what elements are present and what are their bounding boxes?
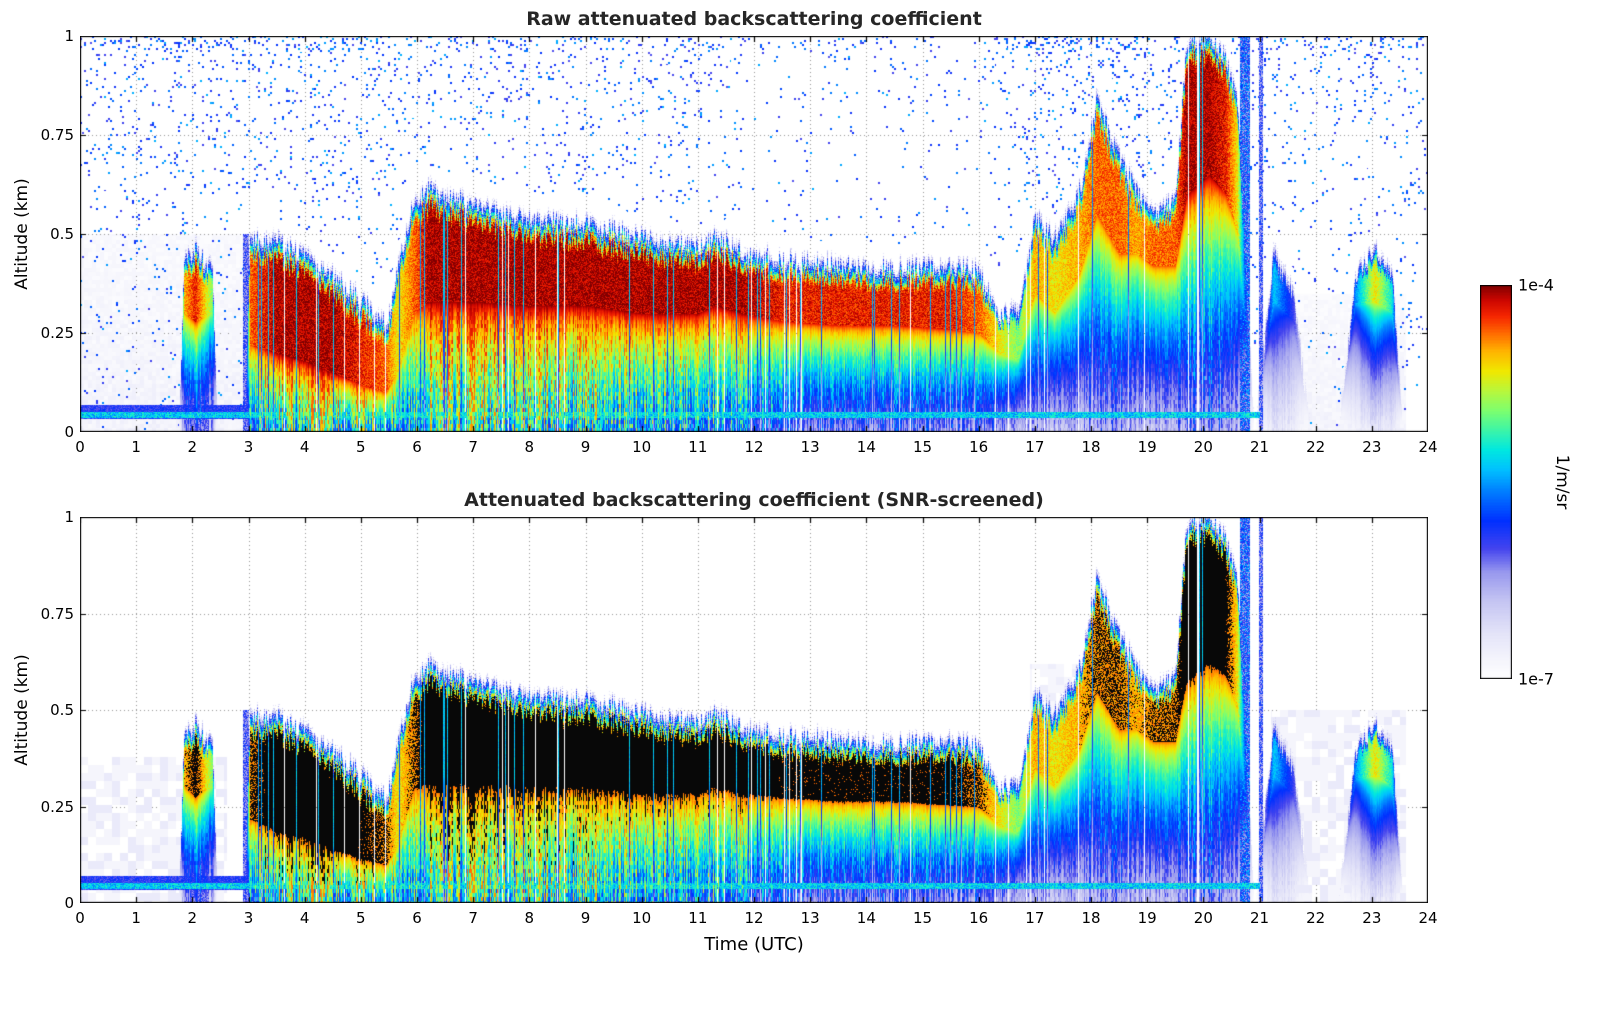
y-tick-label: 1 bbox=[64, 508, 74, 526]
y-tick-label: 0 bbox=[64, 423, 74, 441]
x-tick-label: 24 bbox=[1418, 438, 1438, 456]
y-tick-label: 0 bbox=[64, 894, 74, 912]
x-tick-label: 11 bbox=[688, 909, 708, 927]
x-tick-label: 16 bbox=[969, 909, 989, 927]
x-tick-label: 17 bbox=[1025, 909, 1045, 927]
x-tick-label: 3 bbox=[243, 909, 254, 927]
x-tick-label: 6 bbox=[412, 438, 422, 456]
y-tick-label: 0.75 bbox=[40, 126, 74, 144]
x-tick-label: 17 bbox=[1025, 438, 1045, 456]
y-tick-label: 0.75 bbox=[40, 604, 74, 623]
chart2-title: Attenuated backscattering coefficient (S… bbox=[464, 489, 1044, 511]
x-tick-label: 13 bbox=[800, 438, 820, 456]
x-tick-label: 2 bbox=[187, 438, 198, 456]
x-tick-label: 18 bbox=[1081, 909, 1101, 927]
x-tick-label: 2 bbox=[187, 909, 198, 927]
x-tick-label: 7 bbox=[468, 438, 478, 456]
x-tick-label: 7 bbox=[468, 909, 478, 927]
colorbar-max-label: 1e-4 bbox=[1518, 275, 1554, 295]
x-tick-label: 24 bbox=[1418, 909, 1438, 927]
x-tick-label: 23 bbox=[1362, 438, 1382, 456]
x-tick-label: 0 bbox=[75, 438, 85, 456]
colorbar-unit-label: 1/m/sr bbox=[1552, 454, 1572, 510]
x-tick-label: 11 bbox=[688, 438, 708, 456]
y-tick-label: 0.5 bbox=[50, 225, 74, 243]
x-tick-label: 3 bbox=[243, 438, 254, 456]
x-tick-label: 19 bbox=[1137, 909, 1157, 927]
x-tick-label: 5 bbox=[356, 438, 366, 456]
x-tick-label: 0 bbox=[75, 909, 85, 927]
x-tick-label: 15 bbox=[912, 909, 933, 927]
x-axis-label: Time (UTC) bbox=[704, 934, 804, 955]
chart1-title: Raw attenuated backscattering coefficien… bbox=[526, 8, 982, 30]
x-tick-label: 12 bbox=[744, 438, 764, 456]
x-tick-label: 14 bbox=[856, 438, 876, 456]
x-tick-label: 21 bbox=[1249, 438, 1270, 456]
x-tick-label: 21 bbox=[1249, 909, 1270, 927]
x-tick-label: 16 bbox=[969, 438, 989, 456]
x-tick-label: 1 bbox=[131, 438, 141, 456]
chart2-heatmap bbox=[80, 517, 1428, 903]
x-tick-label: 9 bbox=[580, 438, 591, 456]
y-tick-label: 0.25 bbox=[40, 797, 74, 816]
x-tick-label: 22 bbox=[1306, 438, 1326, 456]
x-tick-label: 20 bbox=[1193, 438, 1213, 456]
x-tick-label: 10 bbox=[632, 438, 652, 456]
x-tick-label: 15 bbox=[912, 438, 933, 456]
x-tick-label: 13 bbox=[800, 909, 820, 927]
x-tick-label: 8 bbox=[524, 438, 535, 456]
chart1-heatmap bbox=[80, 36, 1428, 432]
x-tick-label: 12 bbox=[744, 909, 764, 927]
colorbar-min-label: 1e-7 bbox=[1518, 669, 1554, 689]
x-tick-label: 9 bbox=[580, 909, 591, 927]
x-tick-label: 8 bbox=[524, 909, 535, 927]
colorbar bbox=[1480, 285, 1512, 679]
y-tick-label: 0.25 bbox=[40, 324, 74, 342]
x-tick-label: 4 bbox=[299, 909, 310, 927]
x-tick-label: 19 bbox=[1137, 438, 1157, 456]
x-tick-label: 4 bbox=[299, 438, 310, 456]
x-tick-label: 10 bbox=[632, 909, 652, 927]
x-tick-label: 5 bbox=[356, 909, 366, 927]
x-tick-label: 6 bbox=[412, 909, 422, 927]
x-tick-label: 20 bbox=[1193, 909, 1213, 927]
x-tick-label: 14 bbox=[856, 909, 876, 927]
y-tick-label: 0.5 bbox=[50, 701, 74, 719]
x-tick-label: 18 bbox=[1081, 438, 1101, 456]
x-tick-label: 1 bbox=[131, 909, 141, 927]
x-tick-label: 22 bbox=[1306, 909, 1326, 927]
x-tick-label: 23 bbox=[1362, 909, 1382, 927]
y-tick-label: 1 bbox=[64, 27, 74, 45]
